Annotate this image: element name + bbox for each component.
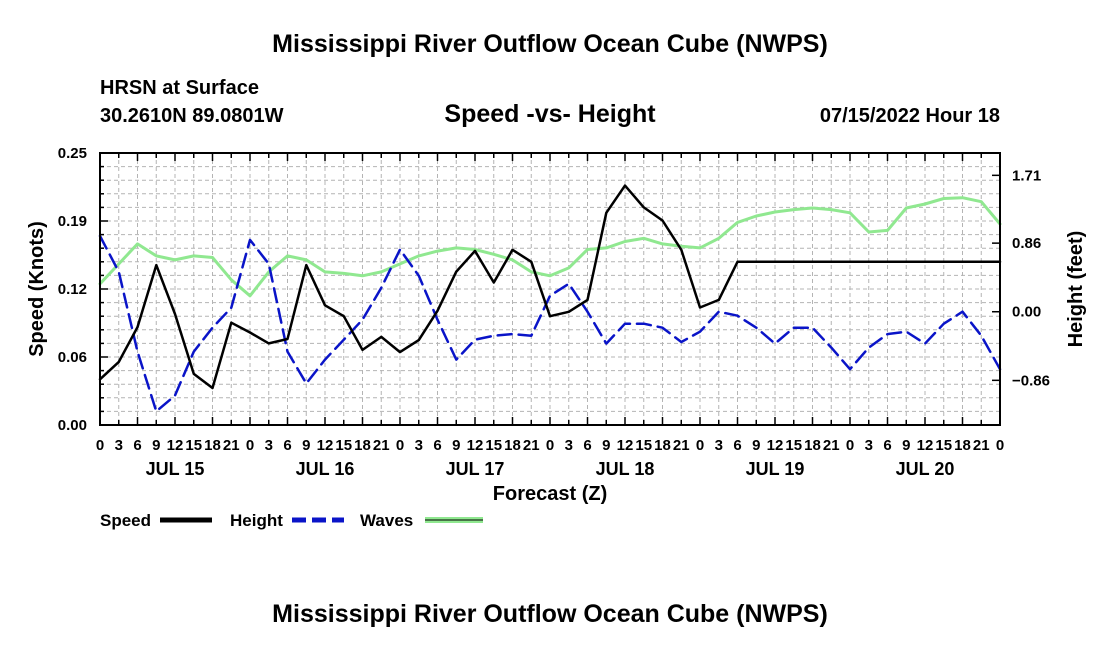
station-name: HRSN at Surface xyxy=(100,77,259,99)
hour-tick-label: 3 xyxy=(715,437,723,454)
hour-tick-label: 0 xyxy=(846,437,854,454)
y-tick-label-left: 0.12 xyxy=(58,281,87,298)
hour-tick-label: 9 xyxy=(752,437,760,454)
station-coordinates: 30.2610N 89.0801W xyxy=(100,105,284,127)
hour-tick-label: 0 xyxy=(996,437,1004,454)
day-label: JUL 18 xyxy=(596,459,655,479)
hour-tick-label: 15 xyxy=(185,437,202,454)
hour-tick-label: 3 xyxy=(865,437,873,454)
hour-tick-label: 9 xyxy=(152,437,160,454)
hour-tick-label: 0 xyxy=(696,437,704,454)
y-tick-label-right: 0.00 xyxy=(1012,304,1041,321)
hour-tick-label: 3 xyxy=(265,437,273,454)
hour-tick-label: 21 xyxy=(973,437,990,454)
y-tick-label-left: 0.06 xyxy=(58,349,87,366)
hour-tick-label: 9 xyxy=(302,437,310,454)
y-tick-label-left: 0.19 xyxy=(58,213,87,230)
hour-tick-label: 15 xyxy=(785,437,802,454)
legend-label-height: Height xyxy=(230,511,283,530)
hour-tick-label: 9 xyxy=(902,437,910,454)
run-time: 07/15/2022 Hour 18 xyxy=(819,105,1000,127)
hour-tick-label: 21 xyxy=(823,437,840,454)
chart-title: Speed -vs- Height xyxy=(444,100,656,128)
hour-tick-label: 18 xyxy=(504,437,521,454)
hour-tick-label: 21 xyxy=(673,437,690,454)
hour-tick-label: 6 xyxy=(133,437,141,454)
y-axis-label-left: Speed (Knots) xyxy=(26,221,48,357)
hour-tick-label: 3 xyxy=(115,437,123,454)
day-label: JUL 20 xyxy=(896,459,955,479)
y-tick-label-left: 0.25 xyxy=(58,145,87,162)
hour-tick-label: 6 xyxy=(733,437,741,454)
hour-tick-label: 3 xyxy=(565,437,573,454)
hour-tick-label: 0 xyxy=(396,437,404,454)
day-label: JUL 19 xyxy=(746,459,805,479)
hour-tick-label: 3 xyxy=(415,437,423,454)
hour-tick-label: 6 xyxy=(283,437,291,454)
hour-tick-label: 12 xyxy=(767,437,784,454)
hour-tick-label: 18 xyxy=(804,437,821,454)
series-layer xyxy=(98,184,1002,413)
y-tick-label-right: 1.71 xyxy=(1012,167,1041,184)
day-label: JUL 16 xyxy=(296,459,355,479)
day-label: JUL 15 xyxy=(146,459,205,479)
main-title: Mississippi River Outflow Ocean Cube (NW… xyxy=(272,30,828,58)
hour-tick-label: 6 xyxy=(583,437,591,454)
hour-tick-label: 21 xyxy=(523,437,540,454)
legend: Speed Height Waves xyxy=(100,511,483,530)
y-tick-label-left: 0.00 xyxy=(58,417,87,434)
hour-tick-label: 18 xyxy=(654,437,671,454)
hour-tick-label: 12 xyxy=(617,437,634,454)
hour-tick-label: 0 xyxy=(546,437,554,454)
series-height-line xyxy=(98,234,1002,413)
hour-tick-label: 9 xyxy=(602,437,610,454)
legend-label-speed: Speed xyxy=(100,511,151,530)
x-axis-label: Forecast (Z) xyxy=(493,483,607,505)
bottom-title: Mississippi River Outflow Ocean Cube (NW… xyxy=(272,600,828,628)
hour-tick-label: 15 xyxy=(935,437,952,454)
hour-tick-label: 12 xyxy=(467,437,484,454)
series-waves-line xyxy=(98,196,1002,298)
legend-label-waves: Waves xyxy=(360,511,413,530)
hour-tick-label: 6 xyxy=(433,437,441,454)
day-label: JUL 17 xyxy=(446,459,505,479)
hour-tick-label: 0 xyxy=(96,437,104,454)
hour-tick-label: 9 xyxy=(452,437,460,454)
hour-tick-label: 6 xyxy=(883,437,891,454)
y-axis-label-right: Height (feet) xyxy=(1065,231,1087,348)
hour-tick-label: 21 xyxy=(373,437,390,454)
hour-tick-label: 15 xyxy=(335,437,352,454)
series-speed-line xyxy=(98,184,1002,390)
hour-tick-label: 12 xyxy=(167,437,184,454)
hour-tick-label: 15 xyxy=(485,437,502,454)
hour-tick-label: 12 xyxy=(917,437,934,454)
hour-tick-label: 12 xyxy=(317,437,334,454)
hour-tick-label: 21 xyxy=(223,437,240,454)
y-tick-label-right: −0.86 xyxy=(1012,372,1050,389)
hour-tick-label: 18 xyxy=(354,437,371,454)
grid-layer xyxy=(100,153,1000,425)
hour-tick-label: 18 xyxy=(954,437,971,454)
label-layer: 0 3 6 9 12 15 18 21 0 3 6 9 12 15 18 21 0 3 6 9 12 15 18 21 0 3 6 9… xyxy=(58,145,1050,479)
y-tick-label-right: 0.86 xyxy=(1012,235,1041,252)
hour-tick-label: 15 xyxy=(635,437,652,454)
tick-layer xyxy=(99,152,1001,426)
hour-tick-label: 0 xyxy=(246,437,254,454)
hour-tick-label: 18 xyxy=(204,437,221,454)
